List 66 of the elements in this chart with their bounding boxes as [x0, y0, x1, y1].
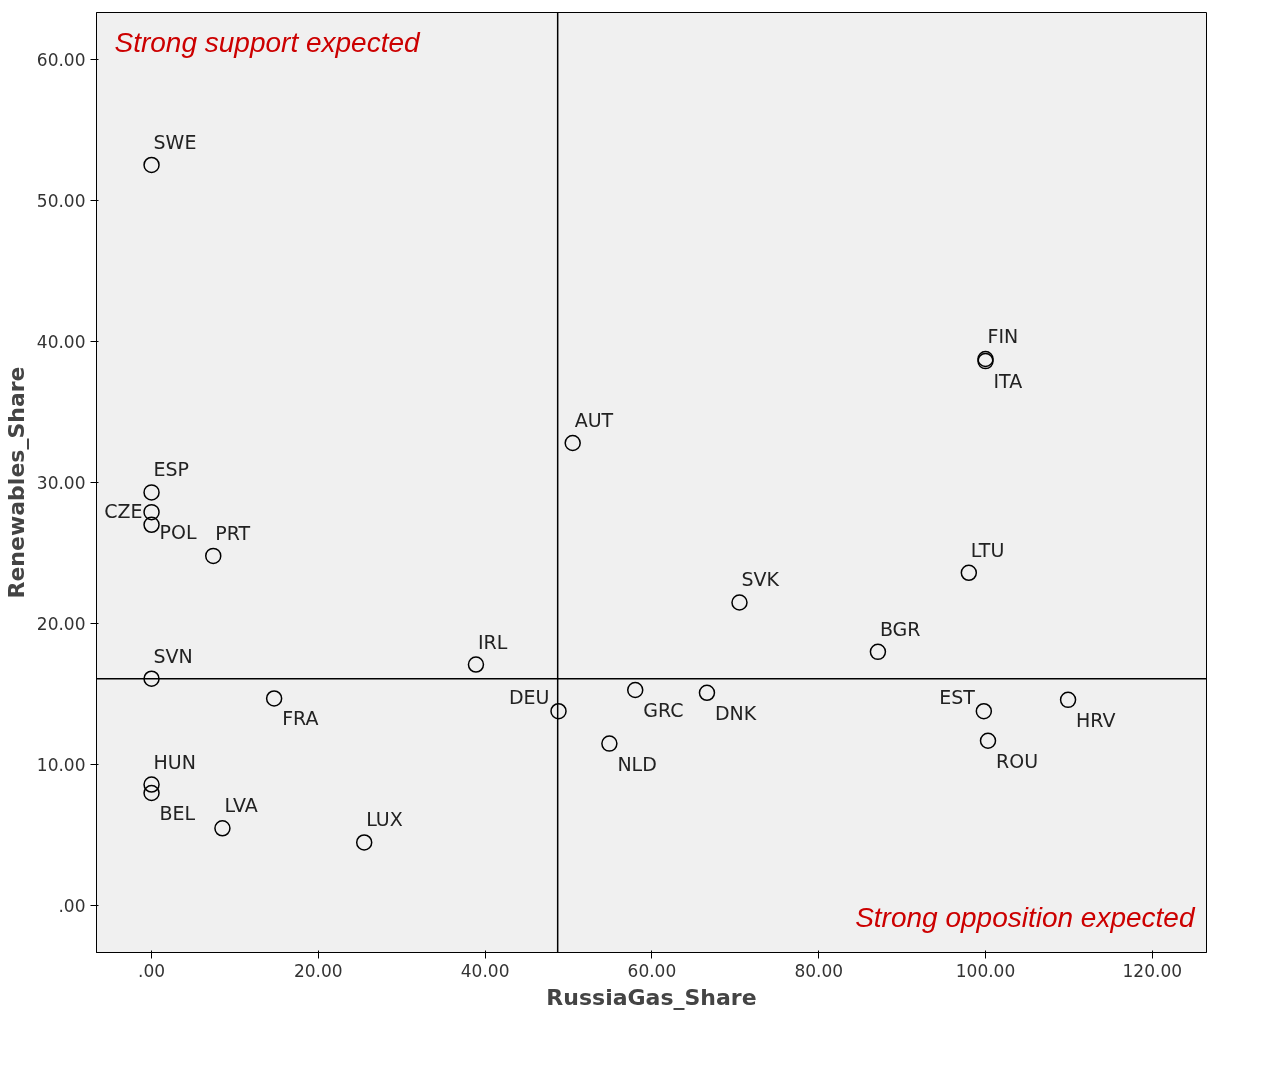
point: [975, 702, 993, 720]
x-tick-label: .00: [138, 960, 166, 981]
series-label: IRL: [477, 630, 508, 653]
series-label: BGR: [879, 617, 921, 640]
point: [265, 690, 283, 707]
y-tick-label: 20.00: [36, 614, 86, 635]
point: [698, 684, 716, 702]
series-label: SVK: [741, 568, 780, 591]
point: [143, 670, 160, 687]
x-tick-label: 20.00: [294, 960, 343, 981]
point: [143, 776, 160, 793]
point: [143, 156, 160, 174]
series-label: ITA: [993, 370, 1023, 393]
point: [214, 820, 231, 837]
series-label: FIN: [987, 325, 1019, 347]
series-label: LTU: [970, 538, 1005, 561]
series-label: SWE: [153, 130, 197, 153]
y-tick-label: 10.00: [36, 755, 86, 776]
x-tick-label: 40.00: [460, 960, 510, 981]
series-label: EST: [939, 686, 976, 709]
point: [143, 516, 160, 534]
series-label: CZE: [104, 499, 143, 522]
y-tick-label: .00: [58, 896, 86, 917]
y-tick-label: 30.00: [36, 473, 86, 493]
point: [960, 564, 978, 582]
point: [205, 547, 222, 565]
point: [869, 643, 887, 661]
point: [1059, 691, 1077, 709]
series-label: ESP: [153, 458, 190, 481]
point: [564, 434, 581, 452]
point: [467, 656, 485, 673]
point: [355, 834, 373, 851]
series-label: HRV: [1076, 708, 1116, 731]
y-tick-label: 50.00: [36, 190, 86, 211]
x-axis-title: RussiaGas_Share: [546, 984, 757, 1010]
series-label: FRA: [282, 707, 319, 730]
point: [143, 484, 160, 501]
series-label: GRC: [643, 698, 684, 721]
series-label: PRT: [215, 521, 251, 544]
series-label: SVN: [153, 644, 193, 667]
point: [979, 732, 997, 750]
y-tick-label: 60.00: [36, 49, 86, 70]
series-label: AUT: [574, 408, 614, 431]
series-label: POL: [159, 521, 197, 544]
series-label: BEL: [159, 802, 196, 825]
point: [601, 735, 618, 752]
point: [143, 503, 160, 521]
annotation: Strong support expected: [114, 26, 422, 58]
series-label: LUX: [366, 808, 403, 831]
series-label: HUN: [153, 750, 196, 773]
point: [731, 594, 748, 611]
point: [143, 784, 160, 802]
x-tick-label: 60.00: [627, 960, 677, 981]
x-tick-label: 100.00: [955, 960, 1016, 981]
series-label: DNK: [714, 701, 757, 724]
annotation: Strong opposition expected: [855, 901, 1196, 933]
y-axis-title: Renewables_Share: [3, 366, 29, 599]
series-label: LVA: [224, 794, 258, 817]
x-tick-label: 80.00: [794, 960, 844, 981]
y-tick-label: 40.00: [36, 331, 86, 352]
series-label: DEU: [508, 686, 550, 709]
point: [550, 702, 567, 720]
series-label: NLD: [617, 752, 657, 775]
x-tick-label: 120.00: [1122, 960, 1183, 981]
series-label: ROU: [996, 749, 1039, 772]
point: [626, 681, 644, 699]
